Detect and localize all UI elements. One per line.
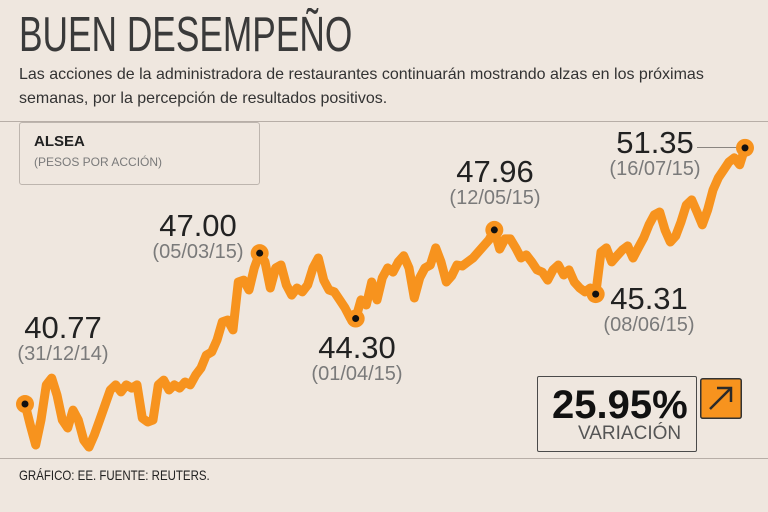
annotation-april-low: 44.30 (01/04/15) (311, 332, 402, 385)
annotation-june-low: 45.31 (08/06/15) (603, 283, 694, 336)
annotation-value: 40.77 (24, 310, 102, 345)
variation-box: 25.95% VARIACIÓN (537, 376, 697, 452)
variation-label: VARIACIÓN (578, 423, 682, 444)
bottom-rule (0, 458, 768, 459)
annotation-value: 51.35 (616, 125, 694, 160)
annotation-value: 47.00 (159, 208, 237, 243)
source-footer: GRÁFICO: EE. FUENTE: REUTERS. (19, 467, 210, 483)
annotation-date: (16/07/15) (609, 158, 701, 180)
marker-layer (16, 138, 754, 414)
point-marker-2 (352, 315, 360, 323)
subtitle-line-2: semanas, por la percepción de resultados… (19, 90, 388, 107)
annotation-value: 45.31 (610, 281, 688, 316)
point-marker-5 (741, 144, 749, 152)
point-marker-3 (490, 226, 498, 234)
annotation-date: (01/04/15) (311, 363, 403, 385)
series-line-alsea (20, 143, 750, 452)
subtitle-line-1: Las acciones de la administradora de res… (19, 66, 704, 83)
legend-box: ALSEA (PESOS POR ACCIÓN) (19, 122, 260, 185)
annotation-date: (31/12/14) (17, 343, 109, 365)
annotation-value: 47.96 (456, 154, 534, 189)
arrow-up-right-icon (700, 378, 742, 419)
annotation-date: (05/03/15) (152, 241, 244, 263)
annotation-date: (08/06/15) (603, 314, 695, 336)
point-marker-0 (21, 400, 29, 408)
annotation-march-high: 47.00 (05/03/15) (152, 210, 243, 263)
annotation-start: 40.77 (31/12/14) (17, 312, 108, 365)
point-marker-1 (256, 249, 264, 257)
variation-value: 25.95% (552, 383, 688, 427)
annotation-end: 51.35 (16/07/15) (609, 127, 700, 180)
annotation-value: 44.30 (318, 330, 396, 365)
legend-unit: (PESOS POR ACCIÓN) (34, 155, 163, 169)
legend-series-name: ALSEA (34, 133, 85, 150)
point-marker-4 (592, 290, 600, 298)
series-layer (20, 143, 750, 452)
subtitle: Las acciones de la administradora de res… (19, 63, 704, 111)
annotation-may-high: 47.96 (12/05/15) (449, 156, 540, 209)
page-title: BUEN DESEMPEÑO (19, 8, 353, 62)
annotation-date: (12/05/15) (449, 187, 541, 209)
top-rule (0, 121, 768, 122)
